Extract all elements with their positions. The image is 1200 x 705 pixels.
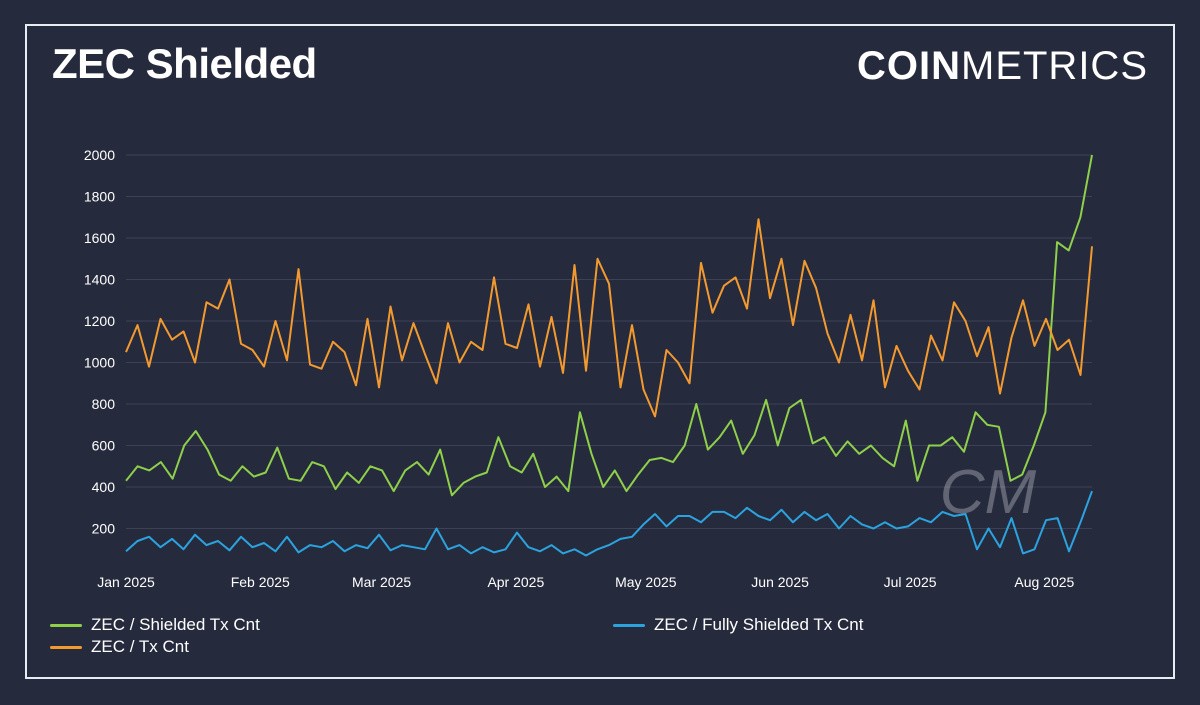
- x-tick-label: Aug 2025: [1014, 574, 1074, 590]
- legend-item-tx[interactable]: ZEC / Tx Cnt: [50, 637, 189, 657]
- y-tick-label: 600: [92, 438, 116, 454]
- legend-swatch-shielded: [50, 623, 82, 627]
- y-tick-label: 1600: [84, 230, 115, 246]
- x-tick-label: Jan 2025: [97, 574, 155, 590]
- y-axis: 200 400 600 800 1000 1200 1400 1600 1800 2000: [84, 147, 115, 537]
- chart-frame: [25, 24, 1175, 679]
- y-tick-label: 400: [92, 479, 116, 495]
- chart-title: ZEC Shielded: [52, 40, 317, 87]
- y-tick-label: 800: [92, 396, 116, 412]
- legend-swatch-fully-shielded: [613, 623, 645, 627]
- y-tick-label: 1400: [84, 272, 115, 288]
- fully-shielded-tx-line: [125, 490, 1093, 557]
- brand-logo: COINMETRICS: [857, 44, 1148, 89]
- legend-swatch-tx: [50, 645, 82, 649]
- x-axis: Jan 2025 Feb 2025 Mar 2025 Apr 2025 May 2025…: [97, 574, 1074, 590]
- shielded-tx-line: [125, 154, 1093, 497]
- series-lines: [125, 154, 1093, 557]
- y-tick-label: 200: [92, 521, 116, 537]
- tx-count-line: [125, 218, 1093, 418]
- legend: ZEC / Shielded Tx Cnt ZEC / Tx Cnt ZEC /…: [50, 615, 1150, 665]
- x-tick-label: Jun 2025: [751, 574, 809, 590]
- y-tick-label: 1800: [84, 189, 115, 205]
- brand-logo-light: METRICS: [961, 44, 1148, 88]
- legend-label-fully-shielded: ZEC / Fully Shielded Tx Cnt: [654, 615, 864, 634]
- y-tick-label: 2000: [84, 147, 115, 163]
- x-tick-label: Jul 2025: [884, 574, 937, 590]
- x-tick-label: May 2025: [615, 574, 677, 590]
- x-tick-label: Mar 2025: [352, 574, 411, 590]
- y-tick-label: 1000: [84, 355, 115, 371]
- gridlines: [126, 154, 1092, 529]
- legend-item-fully-shielded[interactable]: ZEC / Fully Shielded Tx Cnt: [613, 615, 863, 635]
- brand-logo-strong: COIN: [857, 44, 961, 88]
- x-tick-label: Apr 2025: [487, 574, 544, 590]
- y-tick-label: 1200: [84, 313, 115, 329]
- legend-item-shielded[interactable]: ZEC / Shielded Tx Cnt: [50, 615, 260, 635]
- legend-label-shielded: ZEC / Shielded Tx Cnt: [91, 615, 260, 634]
- x-tick-label: Feb 2025: [231, 574, 290, 590]
- legend-label-tx: ZEC / Tx Cnt: [91, 637, 189, 656]
